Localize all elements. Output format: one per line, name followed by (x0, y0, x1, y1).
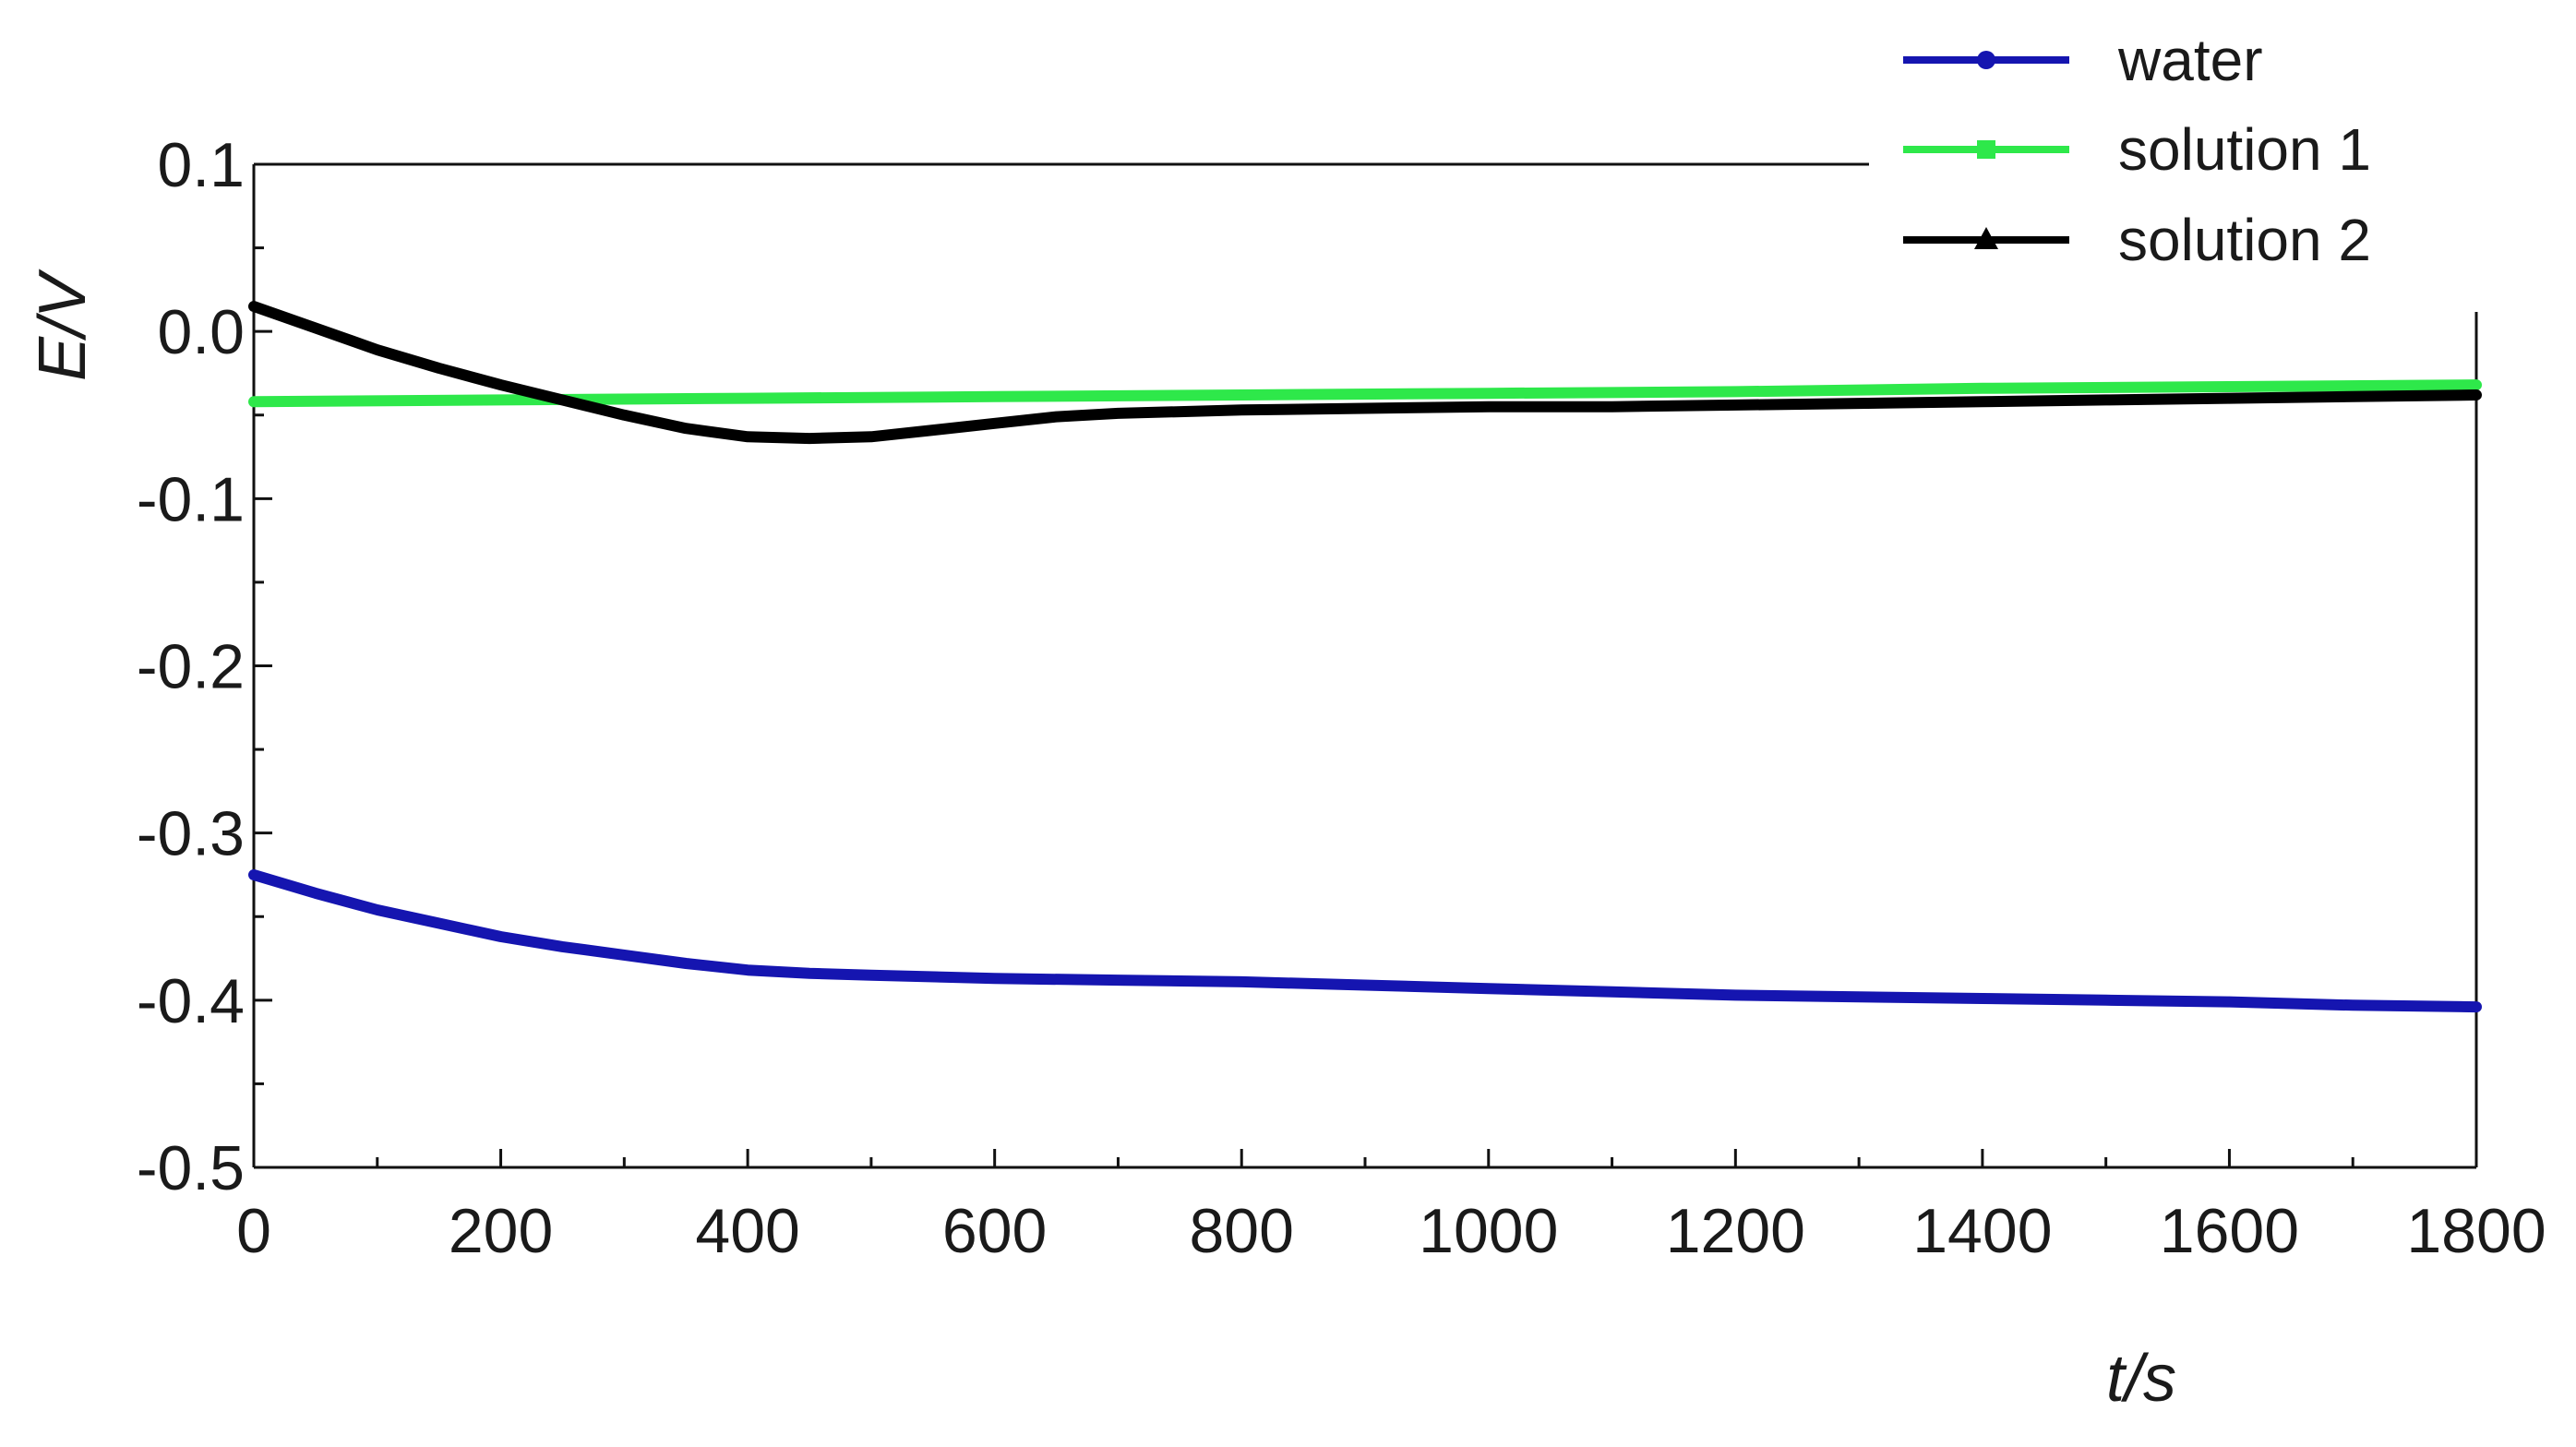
legend-label: water (2117, 27, 2263, 93)
y-tick-label: -0.3 (137, 799, 245, 869)
y-tick-label: 0.0 (157, 297, 245, 367)
y-axis-title: E/V (26, 269, 100, 381)
x-axis: 0 200 400 600 800 1000 1200 1400 1600 1800 (236, 1149, 2546, 1266)
legend-marker-solution-2 (1974, 227, 1998, 249)
x-tick-label: 0 (236, 1196, 271, 1266)
series-line-water (248, 869, 2482, 1013)
legend-marker-water (1977, 51, 1995, 69)
y-tick-label: -0.4 (137, 966, 245, 1036)
x-tick-label: 200 (449, 1196, 553, 1266)
legend-label: solution 2 (2118, 207, 2371, 273)
x-tick-label: 1200 (1666, 1196, 1805, 1266)
x-axis-title: t/s (2106, 1342, 2176, 1416)
legend: water solution 1 solution 2 (1903, 27, 2371, 273)
x-tick-label: 1800 (2406, 1196, 2546, 1266)
y-tick-label: -0.1 (137, 464, 245, 534)
legend-marker-solution-1 (1977, 140, 1995, 159)
y-tick-label: -0.5 (137, 1133, 245, 1203)
x-tick-label: 1000 (1419, 1196, 1558, 1266)
series-layer (248, 301, 2482, 1013)
series-line-solution-1 (248, 379, 2482, 408)
y-tick-label: -0.2 (137, 632, 245, 702)
x-tick-label: 1600 (2160, 1196, 2299, 1266)
x-tick-label: 800 (1189, 1196, 1293, 1266)
plot-area (252, 162, 2478, 1169)
series-line-solution-2 (248, 301, 2482, 445)
legend-label: solution 1 (2118, 116, 2371, 183)
x-tick-label: 1400 (1912, 1196, 2052, 1266)
y-tick-label: 0.1 (157, 130, 245, 200)
x-tick-label: 600 (942, 1196, 1047, 1266)
y-axis: 0.1 0.0 -0.1 -0.2 -0.3 -0.4 -0.5 (137, 130, 272, 1203)
x-tick-label: 400 (695, 1196, 799, 1266)
